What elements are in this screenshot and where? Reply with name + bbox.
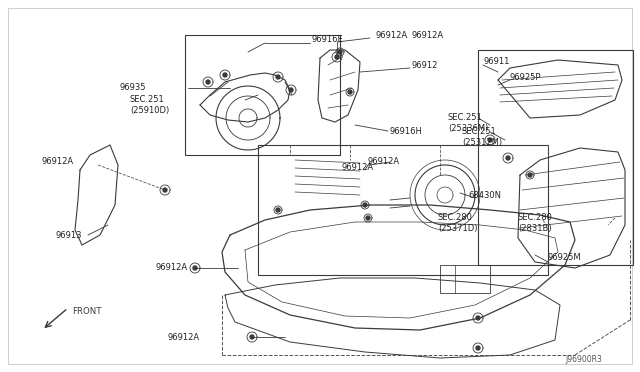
Text: SEC.251: SEC.251 [130, 96, 164, 105]
Polygon shape [276, 208, 280, 212]
Text: SEC.280: SEC.280 [438, 214, 473, 222]
Text: 96912A: 96912A [412, 31, 444, 39]
Text: (25312M): (25312M) [462, 138, 502, 148]
Polygon shape [193, 266, 197, 270]
Text: 96916E: 96916E [312, 35, 344, 45]
Text: 96935: 96935 [120, 83, 147, 93]
Polygon shape [276, 75, 280, 79]
Bar [478, 50, 633, 265]
Text: 96912A: 96912A [42, 157, 74, 167]
Text: SEC.251: SEC.251 [448, 113, 483, 122]
Text: 96925M: 96925M [548, 253, 582, 263]
Text: 96912A: 96912A [155, 263, 187, 273]
Text: 96916H: 96916H [390, 126, 423, 135]
Polygon shape [223, 73, 227, 77]
Text: J96900R3: J96900R3 [565, 356, 602, 365]
Text: 96913: 96913 [55, 231, 81, 240]
Polygon shape [476, 346, 480, 350]
Polygon shape [488, 138, 492, 142]
Polygon shape [366, 216, 370, 220]
Bar [185, 35, 340, 155]
Text: 96912: 96912 [412, 61, 438, 70]
Text: 96925P: 96925P [510, 73, 541, 81]
Text: (2831B): (2831B) [518, 224, 552, 234]
Polygon shape [338, 50, 342, 54]
Text: 96912A: 96912A [375, 31, 407, 39]
Text: SEC.280: SEC.280 [518, 214, 553, 222]
Polygon shape [348, 90, 352, 94]
Polygon shape [335, 55, 339, 59]
Polygon shape [363, 203, 367, 207]
Bar [440, 265, 490, 293]
Text: 96912A: 96912A [168, 333, 200, 341]
Polygon shape [289, 88, 293, 92]
Text: 96912A: 96912A [342, 164, 374, 173]
Text: (25336M): (25336M) [448, 125, 488, 134]
Polygon shape [250, 335, 254, 339]
Text: 96911: 96911 [483, 58, 509, 67]
Text: FRONT: FRONT [72, 308, 102, 317]
Text: SEC.251: SEC.251 [462, 128, 497, 137]
Polygon shape [206, 80, 210, 84]
Bar [258, 145, 548, 275]
Polygon shape [528, 173, 532, 177]
Polygon shape [163, 188, 167, 192]
Text: 96912A: 96912A [368, 157, 400, 167]
Text: 68430N: 68430N [468, 190, 501, 199]
Polygon shape [476, 316, 480, 320]
Polygon shape [506, 156, 510, 160]
Text: (25910D): (25910D) [130, 106, 169, 115]
Text: (25371D): (25371D) [438, 224, 477, 234]
